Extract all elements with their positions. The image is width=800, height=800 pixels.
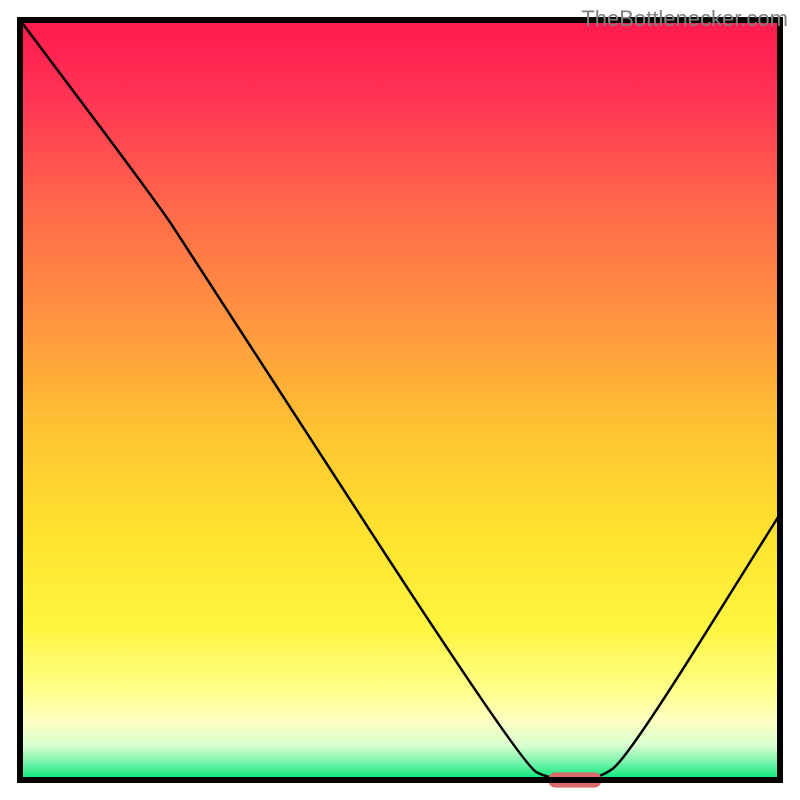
bottleneck-chart	[0, 0, 800, 800]
watermark-text: TheBottlenecker.com	[581, 6, 788, 32]
chart-background	[20, 20, 780, 780]
chart-container: TheBottlenecker.com	[0, 0, 800, 800]
